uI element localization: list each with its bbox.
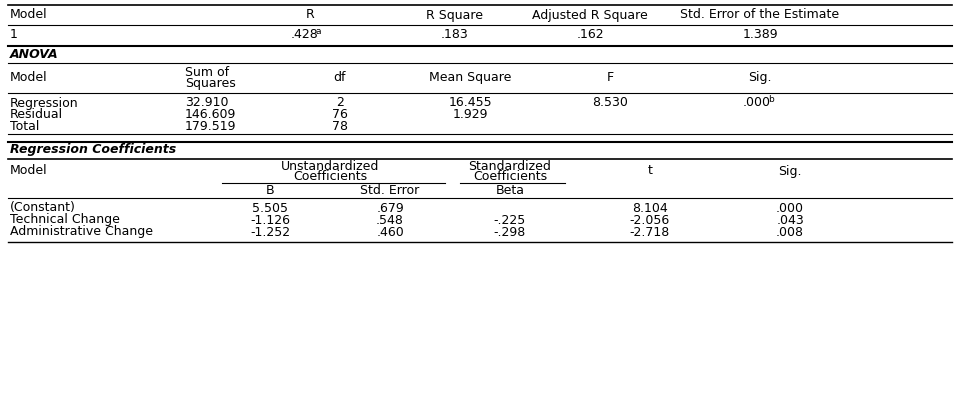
Text: 2: 2 [336, 97, 344, 110]
Text: 179.519: 179.519 [185, 121, 236, 134]
Text: Model: Model [10, 8, 48, 21]
Text: .000: .000 [743, 97, 771, 110]
Text: 32.910: 32.910 [185, 97, 228, 110]
Text: Coefficients: Coefficients [473, 170, 547, 183]
Text: F: F [607, 71, 613, 84]
Text: 16.455: 16.455 [448, 97, 492, 110]
Text: Regression: Regression [10, 97, 79, 110]
Text: Sig.: Sig. [748, 71, 772, 84]
Text: .460: .460 [376, 226, 404, 239]
Text: R Square: R Square [426, 8, 484, 21]
Text: ANOVA: ANOVA [10, 47, 59, 60]
Text: Unstandardized: Unstandardized [281, 160, 379, 173]
Text: Model: Model [10, 71, 48, 84]
Text: Beta: Beta [495, 184, 524, 197]
Text: .162: .162 [576, 29, 604, 42]
Text: B: B [266, 184, 275, 197]
Text: 8.530: 8.530 [592, 97, 628, 110]
Text: Sum of: Sum of [185, 66, 229, 79]
Text: (Constant): (Constant) [10, 202, 76, 215]
Text: .008: .008 [776, 226, 804, 239]
Text: .000: .000 [776, 202, 804, 215]
Text: -.225: -.225 [493, 213, 526, 226]
Text: 146.609: 146.609 [185, 108, 236, 121]
Text: Total: Total [10, 121, 39, 134]
Text: a: a [316, 26, 322, 36]
Text: .548: .548 [376, 213, 404, 226]
Text: .428: .428 [291, 29, 319, 42]
Text: Regression Coefficients: Regression Coefficients [10, 144, 177, 157]
Text: 76: 76 [332, 108, 348, 121]
Text: -1.126: -1.126 [250, 213, 290, 226]
Text: 1.929: 1.929 [452, 108, 488, 121]
Text: 78: 78 [332, 121, 348, 134]
Text: .679: .679 [376, 202, 404, 215]
Text: Adjusted R Square: Adjusted R Square [532, 8, 648, 21]
Text: -1.252: -1.252 [250, 226, 290, 239]
Text: R: R [305, 8, 314, 21]
Text: .183: .183 [442, 29, 468, 42]
Text: Model: Model [10, 165, 48, 178]
Text: 8.104: 8.104 [632, 202, 668, 215]
Text: .043: .043 [776, 213, 804, 226]
Text: Squares: Squares [185, 76, 236, 89]
Text: -2.718: -2.718 [630, 226, 670, 239]
Text: b: b [768, 94, 774, 103]
Text: Std. Error: Std. Error [360, 184, 420, 197]
Text: Administrative Change: Administrative Change [10, 226, 153, 239]
Text: -2.056: -2.056 [630, 213, 670, 226]
Text: -.298: -.298 [493, 226, 526, 239]
Text: Sig.: Sig. [779, 165, 802, 178]
Text: t: t [648, 165, 653, 178]
Text: Std. Error of the Estimate: Std. Error of the Estimate [681, 8, 840, 21]
Text: 5.505: 5.505 [252, 202, 288, 215]
Text: 1.389: 1.389 [742, 29, 778, 42]
Text: Mean Square: Mean Square [429, 71, 511, 84]
Text: Coefficients: Coefficients [293, 170, 367, 183]
Text: 1: 1 [10, 29, 18, 42]
Text: Residual: Residual [10, 108, 63, 121]
Text: Technical Change: Technical Change [10, 213, 120, 226]
Text: Standardized: Standardized [468, 160, 551, 173]
Text: df: df [334, 71, 347, 84]
